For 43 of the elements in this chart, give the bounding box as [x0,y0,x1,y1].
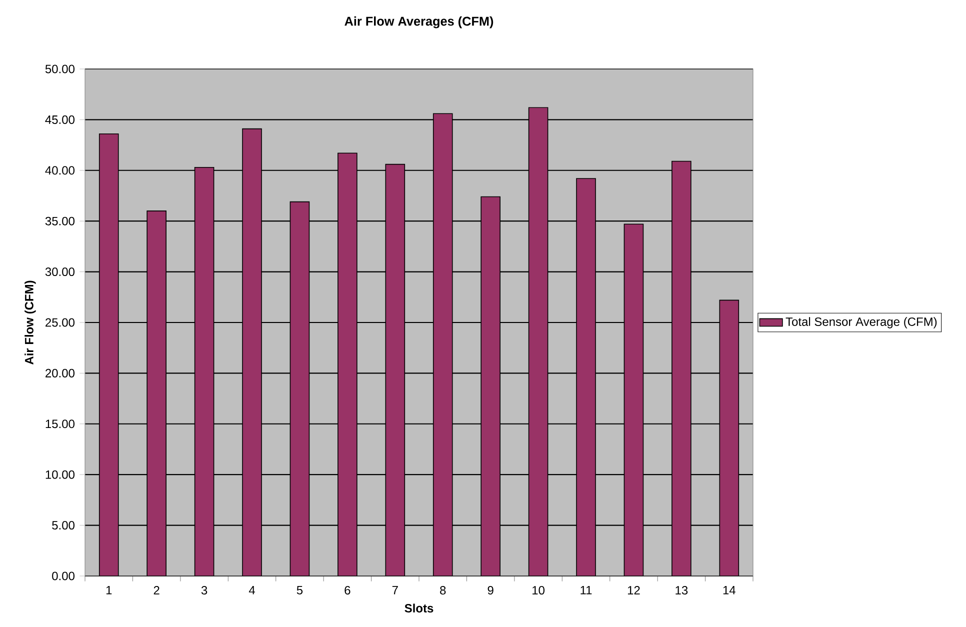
y-tick-label: 20.00 [46,368,74,378]
x-tick-label: 3 [201,586,208,595]
y-tick-label: 5.00 [52,521,74,530]
x-tick-label: 4 [248,586,255,594]
y-tick-label: 50.00 [45,64,74,74]
bar [194,166,214,576]
bar [480,196,500,576]
y-tick-label: 0.00 [52,572,74,580]
y-tick-label: 10.00 [46,470,74,479]
y-tick-label: 35.00 [45,216,74,226]
bar [624,224,644,576]
y-tick-label: 40.00 [45,166,74,175]
x-tick-label: 12 [628,586,640,594]
bar [242,128,262,576]
bar [338,152,358,576]
bar [290,201,310,576]
x-tick-label: 7 [392,586,398,594]
x-tick-label: 13 [676,586,688,595]
bar [98,133,119,576]
x-tick-label: 10 [532,586,544,595]
x-tick-label: 1 [106,586,112,594]
y-tick-label: 45.00 [45,115,74,124]
y-axis-title: Air Flow (CFM) [24,280,36,365]
bar [146,210,166,576]
bar [719,300,740,576]
x-tick-label: 8 [440,586,446,595]
bar [528,107,548,576]
bar [432,113,453,576]
x-tick-label: 2 [154,586,160,594]
x-tick-label: 5 [296,586,303,594]
y-tick-label: 30.00 [45,268,74,276]
x-tick-label: 11 [580,586,592,594]
x-tick-label: 14 [723,586,736,594]
y-tick-label: 25.00 [46,318,74,327]
bar [385,164,406,576]
x-axis-title: Slots [404,604,434,612]
chart-title: Air Flow Averages (CFM) [344,16,494,28]
legend-label: Total Sensor Average (CFM) [786,317,937,328]
x-tick-label: 9 [488,586,494,595]
y-tick-label: 15.00 [46,420,74,428]
bar [672,160,692,576]
bar [576,178,596,576]
x-tick-label: 6 [344,586,350,595]
